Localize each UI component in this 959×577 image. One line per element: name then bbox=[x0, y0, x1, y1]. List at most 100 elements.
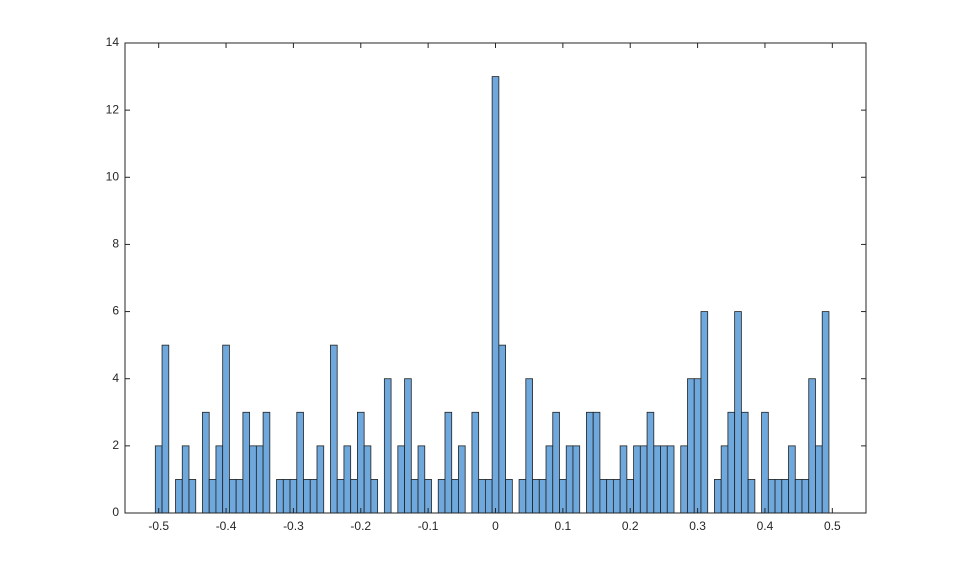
bar bbox=[424, 479, 432, 514]
bar bbox=[282, 479, 291, 514]
bar bbox=[801, 479, 810, 514]
bar bbox=[565, 445, 574, 514]
bar bbox=[188, 479, 197, 514]
bar bbox=[330, 344, 338, 514]
bar bbox=[363, 445, 372, 514]
y-tick-label: 2 bbox=[112, 438, 119, 452]
y-tick-label: 8 bbox=[112, 237, 119, 251]
bar bbox=[532, 479, 540, 514]
bar bbox=[357, 411, 365, 514]
bar bbox=[700, 311, 709, 514]
bar bbox=[484, 479, 493, 514]
bar bbox=[242, 411, 251, 514]
bar bbox=[626, 479, 634, 514]
bar bbox=[296, 411, 304, 514]
y-tick-label: 0 bbox=[112, 505, 119, 519]
bar bbox=[720, 445, 729, 514]
bar bbox=[747, 479, 756, 514]
bar bbox=[175, 479, 183, 514]
bar bbox=[289, 479, 298, 514]
bar bbox=[276, 479, 284, 514]
bar bbox=[788, 445, 796, 514]
bar bbox=[727, 411, 736, 514]
bar bbox=[350, 479, 358, 514]
x-tick-label: -0.2 bbox=[350, 519, 371, 533]
bar bbox=[815, 445, 823, 514]
bar bbox=[343, 445, 352, 514]
bar bbox=[505, 479, 513, 514]
bar bbox=[262, 411, 271, 514]
x-tick-label: -0.1 bbox=[418, 519, 439, 533]
bar bbox=[478, 479, 486, 514]
y-tick-label: 14 bbox=[106, 35, 120, 49]
bar bbox=[808, 378, 816, 514]
bar bbox=[761, 411, 769, 514]
bar bbox=[404, 378, 412, 514]
bar bbox=[653, 445, 661, 514]
bar bbox=[309, 479, 318, 514]
bar bbox=[437, 479, 446, 514]
bar bbox=[592, 411, 601, 514]
x-tick-label: 0.5 bbox=[824, 519, 841, 533]
bar bbox=[181, 445, 190, 514]
x-tick-label: 0 bbox=[492, 519, 499, 533]
bar bbox=[215, 445, 224, 514]
bar bbox=[794, 479, 803, 514]
bar bbox=[471, 411, 480, 514]
bar bbox=[154, 445, 163, 514]
bar bbox=[693, 378, 702, 514]
bar bbox=[774, 479, 783, 514]
bar bbox=[458, 445, 466, 514]
bar bbox=[161, 344, 170, 514]
bar bbox=[559, 479, 567, 514]
bar bbox=[222, 344, 230, 514]
bar bbox=[687, 378, 695, 514]
bar bbox=[255, 445, 264, 514]
bar bbox=[680, 445, 688, 514]
bar bbox=[444, 411, 453, 514]
x-tick-label: -0.5 bbox=[148, 519, 169, 533]
bar bbox=[646, 411, 655, 514]
bar bbox=[599, 479, 608, 514]
x-tick-label: 0.1 bbox=[555, 519, 572, 533]
bar bbox=[660, 445, 668, 514]
x-tick-label: -0.4 bbox=[216, 519, 237, 533]
bar bbox=[410, 479, 419, 514]
bar bbox=[336, 479, 345, 514]
x-tick-label: 0.3 bbox=[689, 519, 706, 533]
y-tick-label: 6 bbox=[112, 304, 119, 318]
bar bbox=[229, 479, 237, 514]
bar bbox=[397, 445, 405, 514]
bar bbox=[612, 479, 621, 514]
bar bbox=[586, 411, 594, 514]
bar bbox=[417, 445, 426, 514]
bar bbox=[767, 479, 776, 514]
bar bbox=[633, 445, 641, 514]
y-tick-label: 4 bbox=[112, 371, 119, 385]
x-tick-label: 0.4 bbox=[757, 519, 774, 533]
bar bbox=[740, 411, 749, 514]
bar bbox=[525, 378, 533, 514]
bar bbox=[498, 344, 507, 514]
bar bbox=[639, 445, 648, 514]
bar bbox=[491, 76, 500, 514]
bar bbox=[202, 411, 210, 514]
bar bbox=[316, 445, 325, 514]
bar bbox=[552, 411, 560, 514]
bar bbox=[572, 445, 581, 514]
y-tick-label: 10 bbox=[106, 169, 120, 183]
x-tick-label: 0.2 bbox=[622, 519, 639, 533]
bar bbox=[383, 378, 392, 514]
bar bbox=[208, 479, 217, 514]
bar bbox=[734, 311, 742, 514]
x-tick-label: -0.3 bbox=[283, 519, 304, 533]
bar bbox=[235, 479, 244, 514]
bar bbox=[619, 445, 628, 514]
bar bbox=[370, 479, 379, 514]
y-tick-label: 12 bbox=[106, 102, 120, 116]
bar bbox=[606, 479, 614, 514]
bar bbox=[538, 479, 547, 514]
bar bbox=[451, 479, 459, 514]
